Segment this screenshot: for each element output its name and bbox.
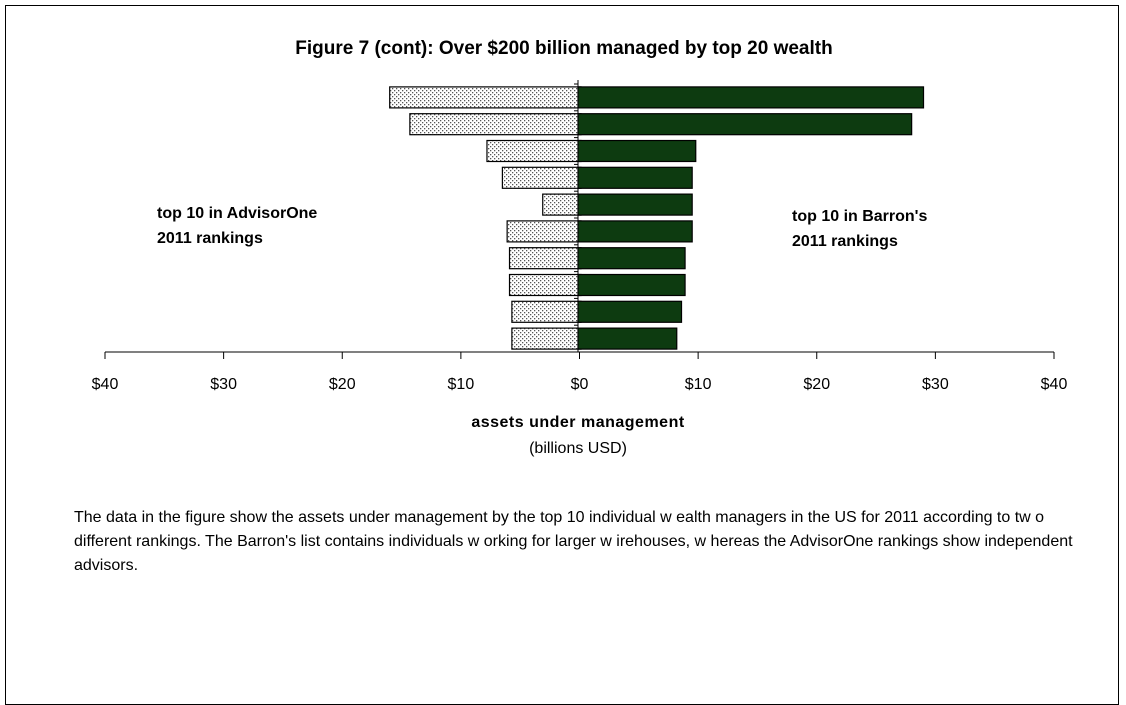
- right-bar-6: [577, 220, 693, 243]
- left-bar-3: [486, 139, 582, 163]
- x-axis-sublabel: (billions USD): [529, 440, 627, 457]
- right-bars: [577, 86, 925, 350]
- right-bar-9: [577, 300, 683, 323]
- right-bar-7: [577, 247, 686, 270]
- left-bar-2: [409, 113, 582, 136]
- x-axis-label: assets under management: [471, 414, 685, 431]
- right-bar-10: [577, 327, 678, 350]
- x-tick-label: $30: [922, 376, 949, 393]
- left-bars: [389, 86, 582, 350]
- x-tick-label: $0: [571, 376, 589, 393]
- chart-title: Figure 7 (cont): Over $200 billion manag…: [295, 38, 832, 59]
- left-bar-7: [508, 247, 582, 270]
- x-tick-label: $40: [1041, 376, 1068, 393]
- x-tick-label: $40: [92, 376, 119, 393]
- x-tick-label: $20: [803, 376, 830, 393]
- annotation-right-line-2: 2011 rankings: [792, 233, 898, 250]
- left-bar-5: [542, 193, 582, 216]
- x-tick-label: $10: [685, 376, 712, 393]
- annotation-left-line-2: 2011 rankings: [157, 230, 263, 247]
- right-bar-5: [577, 193, 693, 216]
- left-bar-9: [511, 300, 582, 323]
- right-bar-4: [577, 166, 693, 189]
- annotations: top 10 in AdvisorOne 2011 rankings top 10 …: [157, 205, 927, 250]
- right-bar-3: [577, 139, 697, 163]
- x-tick-label: $30: [210, 376, 237, 393]
- right-bar-8: [577, 273, 686, 297]
- annotation-left-line-1: top 10 in AdvisorOne: [157, 205, 317, 222]
- left-bar-8: [508, 273, 582, 297]
- x-axis: [104, 80, 1055, 359]
- figure-caption: The data in the figure show the assets u…: [74, 509, 1073, 574]
- left-bar-4: [501, 166, 582, 189]
- right-bar-1: [577, 86, 925, 109]
- annotation-right-line-1: top 10 in Barron's: [792, 208, 927, 225]
- left-bar-6: [506, 220, 582, 243]
- x-tick-label: $20: [329, 376, 356, 393]
- left-bar-1: [389, 86, 582, 109]
- left-bar-10: [511, 327, 582, 350]
- x-tick-labels: $40 $30 $20 $10 $0 $10 $20 $30 $40: [92, 376, 1068, 393]
- chart: Figure 7 (cont): Over $200 billion manag…: [92, 38, 1068, 457]
- right-bar-2: [577, 113, 913, 136]
- x-tick-label: $10: [448, 376, 475, 393]
